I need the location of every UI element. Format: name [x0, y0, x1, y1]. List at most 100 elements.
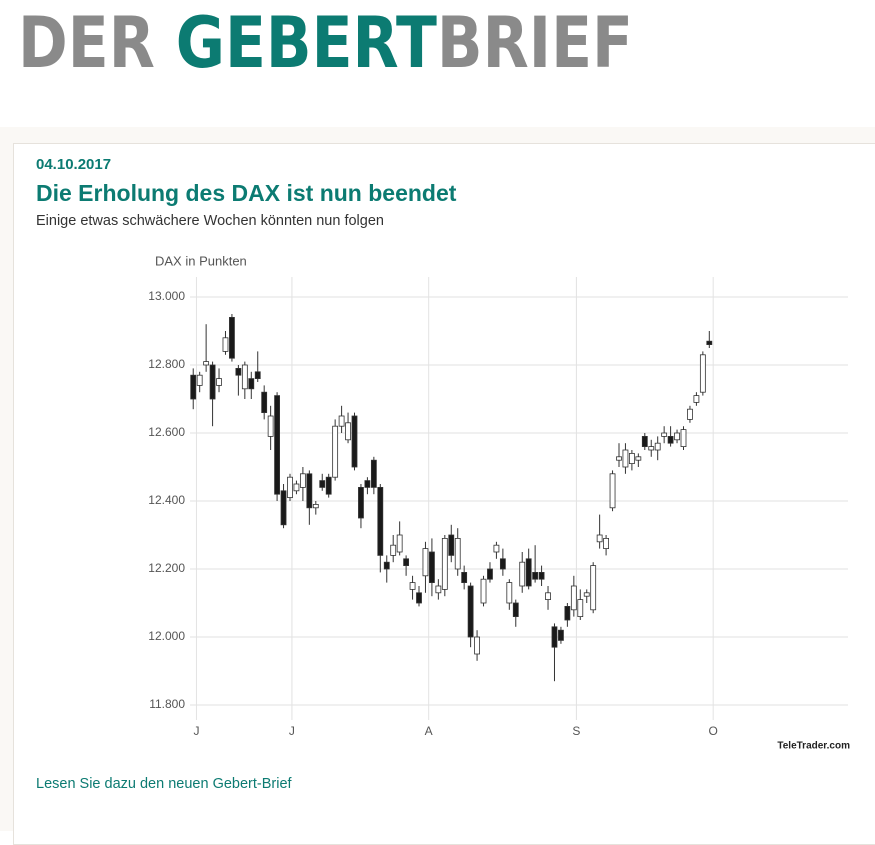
candle-body	[583, 592, 590, 597]
x-tick-label: O	[709, 724, 718, 738]
candle-body	[377, 486, 384, 556]
candle-body	[203, 361, 210, 366]
candle-body	[506, 582, 513, 604]
logo: DER GEBERTBRIEF	[18, 2, 633, 84]
candle-body	[519, 561, 526, 587]
candle-body	[461, 572, 468, 584]
candle-body	[390, 544, 397, 556]
candle-body	[654, 442, 661, 451]
x-tick-label: A	[425, 724, 433, 738]
y-tick-label: 11.800	[149, 697, 185, 711]
article-subtitle: Einige etwas schwächere Wochen könnten n…	[36, 213, 384, 229]
candle-body	[280, 490, 287, 526]
candle-body	[332, 425, 339, 478]
candle-body	[499, 558, 506, 570]
candle-body	[358, 486, 364, 519]
logo-text: DER GEBERTBRIEF	[18, 2, 633, 84]
candle-body	[525, 558, 532, 587]
candle-body	[570, 585, 577, 611]
candle-body	[267, 415, 274, 437]
candle-body	[422, 548, 429, 577]
candle-body	[216, 378, 222, 386]
candle-body	[545, 592, 551, 600]
candle-body	[396, 534, 403, 553]
candle-body	[351, 415, 358, 468]
candle-body	[512, 602, 519, 618]
candle-body	[674, 432, 680, 441]
article-title: Die Erholung des DAX ist nun beendet	[36, 180, 457, 206]
candle-body	[622, 449, 629, 468]
candle-body	[293, 483, 300, 492]
candle-body	[577, 599, 584, 617]
y-axis-label: DAX in Punkten	[155, 253, 247, 268]
candle-body	[248, 378, 255, 390]
source: TeleTrader.com	[777, 741, 850, 752]
y-tick-label: 12.200	[148, 561, 185, 575]
y-tick-label: 12.800	[148, 357, 185, 371]
candle-body	[628, 452, 635, 464]
article-link[interactable]: Lesen Sie dazu den neuen Gebert-Brief	[36, 776, 292, 792]
candle-body	[416, 592, 422, 604]
candle-body	[429, 551, 435, 584]
candle-body	[448, 534, 455, 556]
candle-body	[306, 473, 313, 509]
candle-body	[209, 364, 216, 400]
candle-body	[222, 337, 229, 352]
candle-body	[454, 538, 461, 570]
candle-body	[687, 408, 693, 420]
x-tick-label: S	[572, 724, 580, 738]
candle-body	[693, 395, 700, 403]
candle-body	[667, 435, 674, 444]
y-tick-label: 13.000	[148, 289, 185, 303]
candle-body	[370, 459, 377, 488]
candle-body	[641, 435, 648, 447]
candle-body	[261, 391, 268, 414]
article-date: 04.10.2017	[36, 156, 112, 173]
candle-body	[480, 578, 487, 604]
candle-body	[190, 374, 197, 400]
candle-body	[467, 585, 474, 638]
candle-body	[551, 626, 558, 648]
candle-body	[564, 606, 571, 621]
candle-body	[558, 629, 564, 641]
candle-body	[235, 367, 242, 376]
candle-body	[493, 544, 500, 553]
candle-body	[345, 422, 351, 441]
candle-body	[319, 480, 326, 488]
y-tick-label: 12.600	[148, 425, 185, 439]
candle-body	[338, 415, 345, 427]
y-tick-label: 12.400	[148, 493, 185, 507]
candle-body	[532, 572, 539, 580]
candle-body	[603, 538, 609, 550]
candle-body	[364, 480, 371, 488]
candle-body	[325, 476, 332, 495]
candle-body	[403, 558, 410, 566]
candle-body	[616, 456, 622, 461]
candle-body	[383, 561, 390, 570]
candle-body	[274, 395, 280, 495]
candle-body	[706, 340, 713, 346]
candle-body	[287, 476, 293, 499]
candle-body	[441, 538, 448, 590]
chart: DAX in Punkten TeleTrader.com 11.800 12.0…	[148, 253, 850, 752]
candle-body	[312, 503, 319, 509]
candle-body	[474, 636, 480, 655]
candle-body	[487, 568, 493, 580]
candle-body	[609, 473, 616, 509]
x-tick-label: J	[289, 724, 295, 738]
candle-body	[590, 565, 597, 611]
candle-body	[661, 432, 668, 437]
candle-body	[229, 316, 235, 359]
logo-part: DER	[18, 2, 176, 84]
candle-body	[680, 429, 687, 448]
logo-part: BRIEF	[437, 2, 633, 84]
candle-body	[538, 572, 545, 580]
candle-body	[699, 354, 706, 393]
x-tick-label: J	[193, 724, 199, 738]
y-tick-label: 12.000	[148, 629, 185, 643]
candle-body	[435, 585, 442, 594]
candle-body	[635, 456, 642, 461]
article-card	[13, 143, 875, 845]
candle-body	[409, 582, 416, 590]
candle-body	[648, 446, 655, 451]
